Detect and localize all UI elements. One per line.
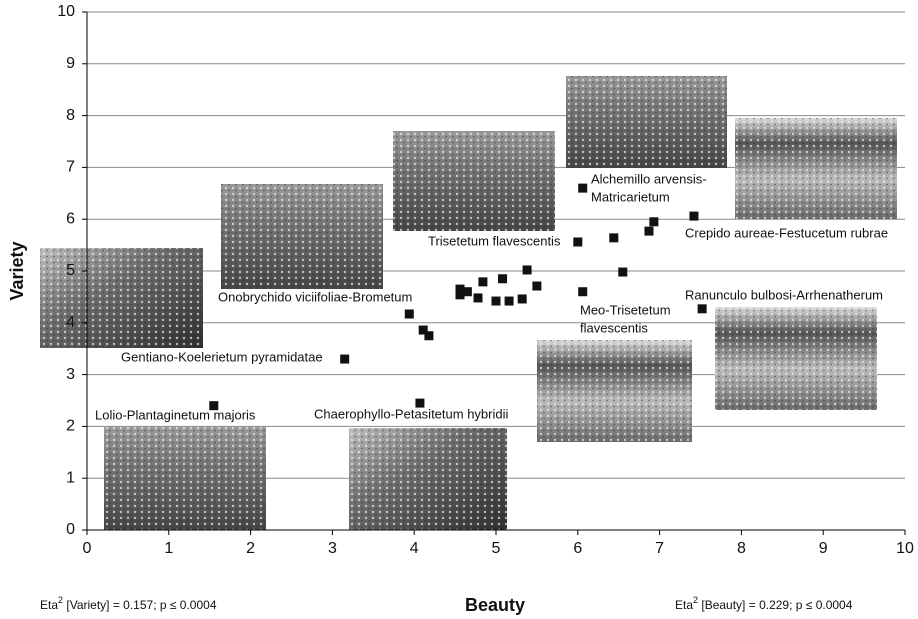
x-tick-label: 3 — [328, 540, 337, 557]
y-tick-label: 3 — [66, 366, 75, 383]
y-tick-label: 6 — [66, 210, 75, 227]
point — [473, 293, 483, 303]
y-tick-label: 2 — [66, 418, 75, 435]
x-tick-label: 5 — [492, 540, 501, 557]
point — [689, 211, 699, 221]
annotation: Trisetetum flavescentis — [428, 233, 561, 248]
point — [573, 237, 583, 247]
point — [415, 398, 425, 408]
point — [462, 287, 472, 297]
x-tick-label: 1 — [164, 540, 173, 557]
footnote-sup: 2 — [693, 595, 698, 605]
annotation: Ranunculo bulbosi-Arrhenatherum — [685, 287, 883, 302]
photo-texture — [104, 427, 266, 530]
photo-texture — [349, 428, 507, 530]
y-tick-label: 1 — [66, 469, 75, 486]
footnote: Eta2 [Beauty] = 0.229; p ≤ 0.0004 — [675, 595, 853, 612]
point — [498, 274, 508, 284]
point — [455, 284, 465, 294]
y-tick-label: 9 — [66, 55, 75, 72]
footnote-text: Eta — [675, 598, 693, 612]
photos — [40, 76, 897, 530]
x-tick-label: 4 — [410, 540, 419, 557]
point — [418, 325, 428, 335]
point — [517, 294, 527, 304]
annotation: Alchemillo arvensis- — [591, 171, 707, 186]
y-tick-label: 7 — [66, 159, 75, 176]
point — [532, 281, 542, 291]
y-axis-label: Variety — [7, 241, 27, 300]
photo-texture — [221, 184, 383, 289]
point — [424, 331, 434, 341]
y-tick-label: 4 — [66, 314, 75, 331]
point — [491, 296, 501, 306]
footnote: Eta2 [Variety] = 0.157; p ≤ 0.0004 — [40, 595, 217, 612]
photo-texture — [393, 131, 555, 231]
point — [649, 217, 659, 227]
annotation: Meo-Trisetetum — [580, 302, 671, 317]
point — [340, 354, 350, 364]
y-tick-label: 0 — [66, 521, 75, 538]
annotation: Lolio-Plantaginetum majoris — [95, 407, 256, 422]
point — [404, 309, 414, 319]
footnote-sup: 2 — [58, 595, 63, 605]
y-tick-label: 5 — [66, 262, 75, 279]
y-tick-label: 8 — [66, 107, 75, 124]
point — [455, 290, 465, 300]
annotation: Chaerophyllo-Petasitetum hybridii — [314, 406, 508, 421]
annotation: Matricarietum — [591, 189, 670, 204]
annotation: Gentiano-Koelerietum pyramidatae — [121, 349, 323, 364]
x-tick-label: 8 — [737, 540, 746, 557]
point — [522, 265, 532, 275]
annotation: Onobrychido viciifoliae-Brometum — [218, 289, 412, 304]
footnote-rest: [Beauty] = 0.229; p ≤ 0.0004 — [698, 598, 853, 612]
footnote-rest: [Variety] = 0.157; p ≤ 0.0004 — [63, 598, 217, 612]
point — [697, 304, 707, 314]
point — [209, 401, 219, 411]
photo-texture — [566, 76, 727, 168]
point — [618, 267, 628, 277]
photo-texture — [537, 340, 692, 442]
x-tick-label: 6 — [573, 540, 582, 557]
y-tick-label: 10 — [57, 3, 75, 20]
annotation: Crepido aureae-Festucetum rubrae — [685, 225, 888, 240]
footnote-text: Eta — [40, 598, 58, 612]
x-tick-label: 10 — [896, 540, 914, 557]
point — [644, 226, 654, 236]
point — [504, 296, 514, 306]
x-tick-label: 7 — [655, 540, 664, 557]
point — [578, 183, 588, 193]
x-axis-label: Beauty — [465, 595, 525, 615]
photo-texture — [40, 248, 203, 348]
x-tick-label: 9 — [819, 540, 828, 557]
annotation: flavescentis — [580, 320, 648, 335]
x-tick-label: 2 — [246, 540, 255, 557]
point — [478, 277, 488, 287]
point — [609, 233, 619, 243]
photo-texture — [715, 307, 877, 410]
x-tick-label: 0 — [83, 540, 92, 557]
photo-texture — [735, 118, 897, 219]
point — [578, 287, 588, 297]
